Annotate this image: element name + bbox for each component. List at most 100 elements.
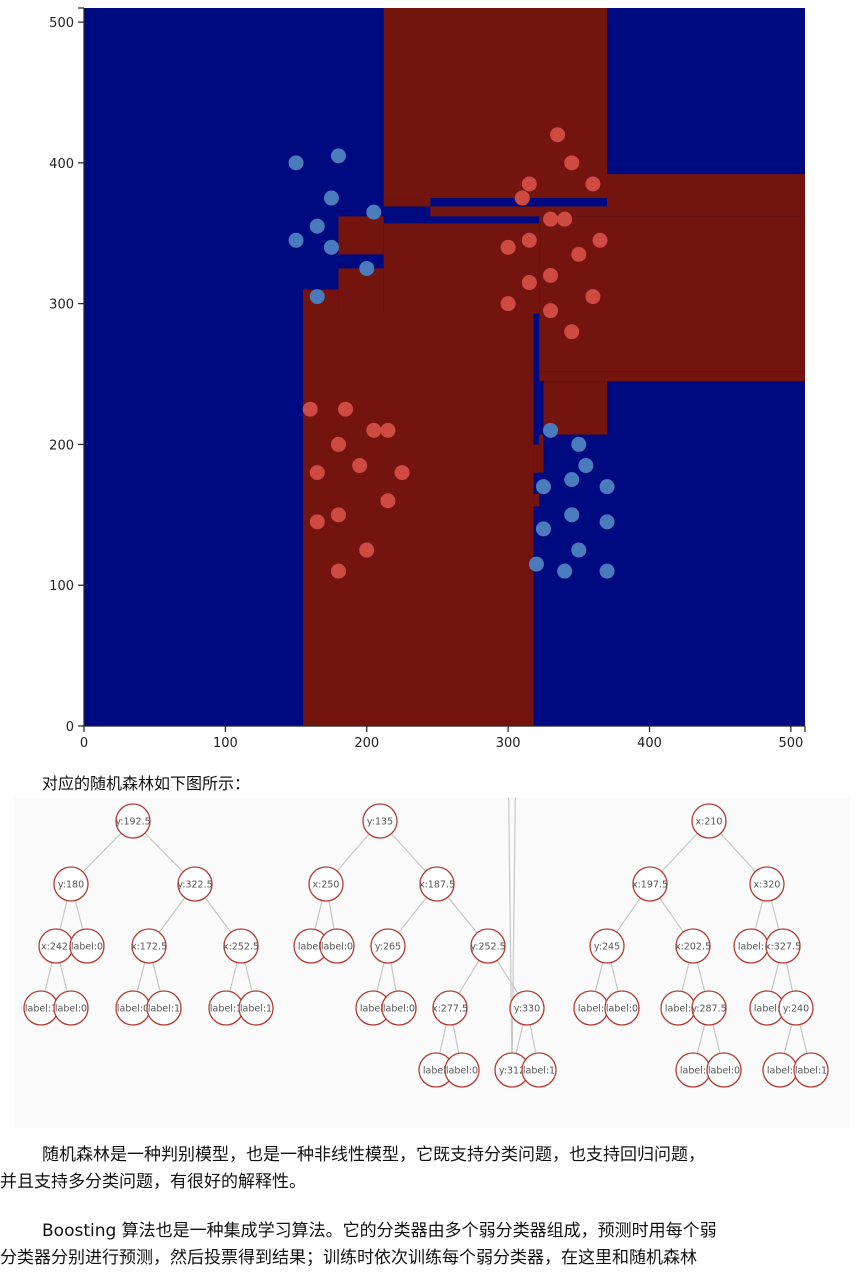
tree-node-label: x:242. bbox=[41, 942, 71, 953]
data-point-label-1 bbox=[571, 246, 587, 262]
paragraph-random-forest: 随机森林是一种判别模型，也是一种非线性模型，它既支持分类问题，也支持回归问题， … bbox=[0, 1142, 864, 1196]
data-point-label-1 bbox=[359, 542, 375, 558]
tree-node-label: label:0 bbox=[383, 1004, 415, 1015]
region-label-1 bbox=[383, 198, 431, 207]
tree-node: x:242. bbox=[38, 928, 74, 964]
tree-node-circle bbox=[381, 990, 417, 1026]
tree-node-circle bbox=[115, 803, 151, 839]
tree-node-circle bbox=[177, 866, 213, 902]
tree-node-label: label: bbox=[423, 1066, 449, 1077]
tree-node: x:277.5 bbox=[432, 990, 468, 1026]
tree-node: label: bbox=[418, 1052, 454, 1088]
region-label-1 bbox=[430, 206, 805, 217]
tree-node-label: x:187.5 bbox=[419, 880, 455, 891]
tree-node-label: x:327.5 bbox=[765, 942, 801, 953]
figure-caption: 对应的随机森林如下图所示： bbox=[42, 774, 251, 793]
tree-node: y:322.5 bbox=[177, 866, 213, 902]
tree-node: label:1 bbox=[23, 990, 59, 1026]
y-tick-label: 200 bbox=[49, 438, 74, 453]
tree-node: label: bbox=[762, 1052, 798, 1088]
tree-node-circle bbox=[521, 1052, 557, 1088]
data-point-label-1 bbox=[521, 176, 537, 192]
x-tick-label: 500 bbox=[778, 736, 803, 751]
data-point-label-0 bbox=[323, 239, 339, 255]
tree-node-circle bbox=[604, 990, 640, 1026]
tree-node-label: y:240 bbox=[783, 1004, 809, 1015]
tree-node: x:327.5 bbox=[765, 928, 801, 964]
y-tick-label: 500 bbox=[49, 16, 74, 31]
tree-node-circle bbox=[146, 990, 182, 1026]
x-tick-label: 200 bbox=[354, 736, 379, 751]
tree-node: x:210 bbox=[691, 803, 727, 839]
tree-node-label: y:322.5 bbox=[177, 880, 212, 891]
tree-node-label: label: bbox=[738, 942, 764, 953]
tree-node-label: y:312 bbox=[499, 1066, 525, 1077]
x-tick-label: 100 bbox=[213, 736, 238, 751]
data-point-label-1 bbox=[514, 190, 530, 206]
region-label-1 bbox=[533, 493, 540, 507]
data-point-label-1 bbox=[557, 211, 573, 227]
region-label-1 bbox=[383, 223, 540, 314]
tree-node-circle bbox=[675, 928, 711, 964]
region-label-1 bbox=[338, 268, 384, 314]
data-point-label-0 bbox=[535, 479, 551, 495]
tree-node-circle bbox=[778, 990, 814, 1026]
tree-node: y:252.5 bbox=[470, 928, 506, 964]
tree-node-label: y:252.5 bbox=[470, 942, 505, 953]
data-point-label-0 bbox=[571, 542, 587, 558]
data-point-label-1 bbox=[585, 176, 601, 192]
tree-node-label: label:1 bbox=[25, 1004, 57, 1015]
data-point-label-0 bbox=[288, 232, 304, 248]
tree-node-label: label:1 bbox=[523, 1066, 555, 1077]
tree-node-label: label: bbox=[298, 942, 324, 953]
tree-node-circle bbox=[765, 928, 801, 964]
data-point-label-0 bbox=[599, 563, 615, 579]
tree-node: x:187.5 bbox=[419, 866, 455, 902]
tree-node-label: label: bbox=[578, 1004, 604, 1015]
tree-node-label: label:0 bbox=[446, 1066, 478, 1077]
tree-node-circle bbox=[589, 928, 625, 964]
region-label-1 bbox=[338, 216, 384, 255]
tree-node: y:180 bbox=[53, 866, 89, 902]
data-point-label-0 bbox=[366, 204, 382, 220]
paragraph-line: 并且支持多分类问题，有很好的解释性。 bbox=[0, 1172, 306, 1192]
tree-node: label:1 bbox=[238, 990, 274, 1026]
tree-node: x:250 bbox=[308, 866, 344, 902]
tree-node: y:312 bbox=[494, 1052, 530, 1088]
tree-node-circle bbox=[223, 928, 259, 964]
data-point-label-1 bbox=[543, 303, 559, 319]
tree-node: label:1 bbox=[521, 1052, 557, 1088]
tree-node-circle bbox=[691, 990, 727, 1026]
data-point-label-0 bbox=[599, 514, 615, 530]
tree-node-circle bbox=[509, 990, 545, 1026]
tree-node: y:135 bbox=[362, 803, 398, 839]
data-point-label-0 bbox=[330, 148, 346, 164]
x-tick-label: 300 bbox=[496, 736, 521, 751]
tree-node-label: label: bbox=[680, 1066, 706, 1077]
tree-node: label: bbox=[733, 928, 769, 964]
tree-node-circle bbox=[319, 928, 355, 964]
data-point-label-1 bbox=[564, 155, 580, 171]
paragraph-line: Boosting 算法也是一种集成学习算法。它的分类器由多个弱分类器组成，预测时… bbox=[42, 1221, 717, 1241]
data-point-label-1 bbox=[338, 401, 354, 417]
tree-node-circle bbox=[706, 1052, 742, 1088]
tree-node-label: label:1 bbox=[795, 1066, 827, 1077]
tree-node-label: label:0 bbox=[606, 1004, 638, 1015]
data-point-label-0 bbox=[599, 479, 615, 495]
tree-node: label:0 bbox=[706, 1052, 742, 1088]
tree-node-circle bbox=[370, 928, 406, 964]
tree-node-label: y:287.5 bbox=[691, 1004, 726, 1015]
data-point-label-1 bbox=[543, 267, 559, 283]
y-tick-label: 100 bbox=[49, 579, 74, 594]
data-point-label-1 bbox=[302, 401, 318, 417]
tree-node: x:320 bbox=[749, 866, 785, 902]
tree-node-circle bbox=[362, 803, 398, 839]
tree-node: label:1 bbox=[146, 990, 182, 1026]
tree-node-label: label:1 bbox=[240, 1004, 272, 1015]
data-point-label-1 bbox=[380, 422, 396, 438]
y-tick-label: 400 bbox=[49, 157, 74, 172]
data-point-label-0 bbox=[309, 218, 325, 234]
tree-node: label:0 bbox=[444, 1052, 480, 1088]
data-point-label-1 bbox=[500, 239, 516, 255]
